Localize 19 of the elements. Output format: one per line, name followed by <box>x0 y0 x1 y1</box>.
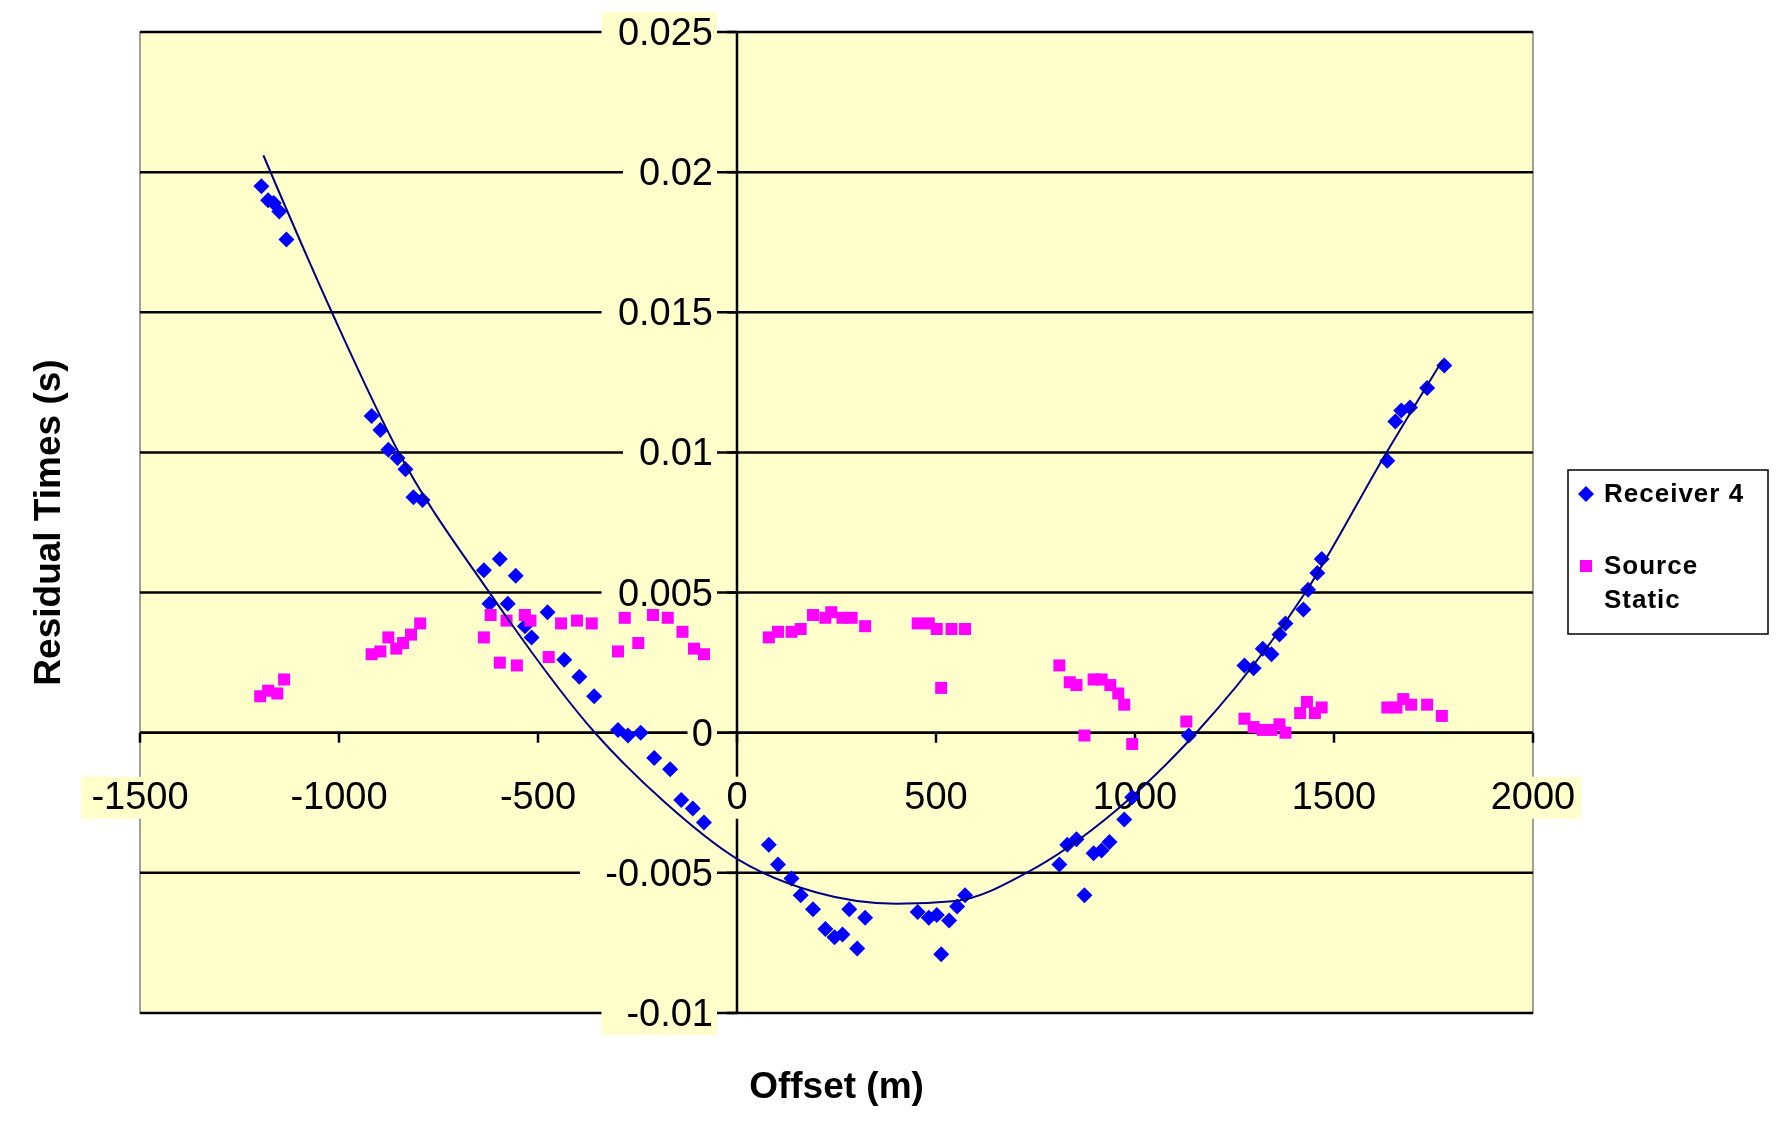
y-tick-label: -0.01 <box>626 992 713 1034</box>
y-axis-title: Residual Times (s) <box>27 359 68 686</box>
x-tick-label: -500 <box>499 774 577 817</box>
x-tick-label: -1500 <box>91 774 189 817</box>
y-tick-label: -0.005 <box>605 851 713 894</box>
legend-label: Receiver 4 <box>1604 478 1745 508</box>
y-tick-label: 0 <box>691 711 713 754</box>
y-tick-label: 0.02 <box>639 151 713 194</box>
x-tick-label: 1500 <box>1291 774 1377 817</box>
y-tick-label: 0.015 <box>617 291 713 334</box>
y-tick-label: 0.005 <box>617 571 713 614</box>
x-axis-title: Offset (m) <box>749 1065 924 1106</box>
x-tick-label: 2000 <box>1490 774 1576 817</box>
x-tick-label: 500 <box>904 774 968 817</box>
legend-label: Source Static <box>1604 550 1699 614</box>
y-tick-label: 0.01 <box>639 431 713 474</box>
x-tick-label: -1000 <box>290 774 388 817</box>
x-tick-label: 0 <box>726 774 748 817</box>
y-tick-label: 0.025 <box>617 11 713 53</box>
